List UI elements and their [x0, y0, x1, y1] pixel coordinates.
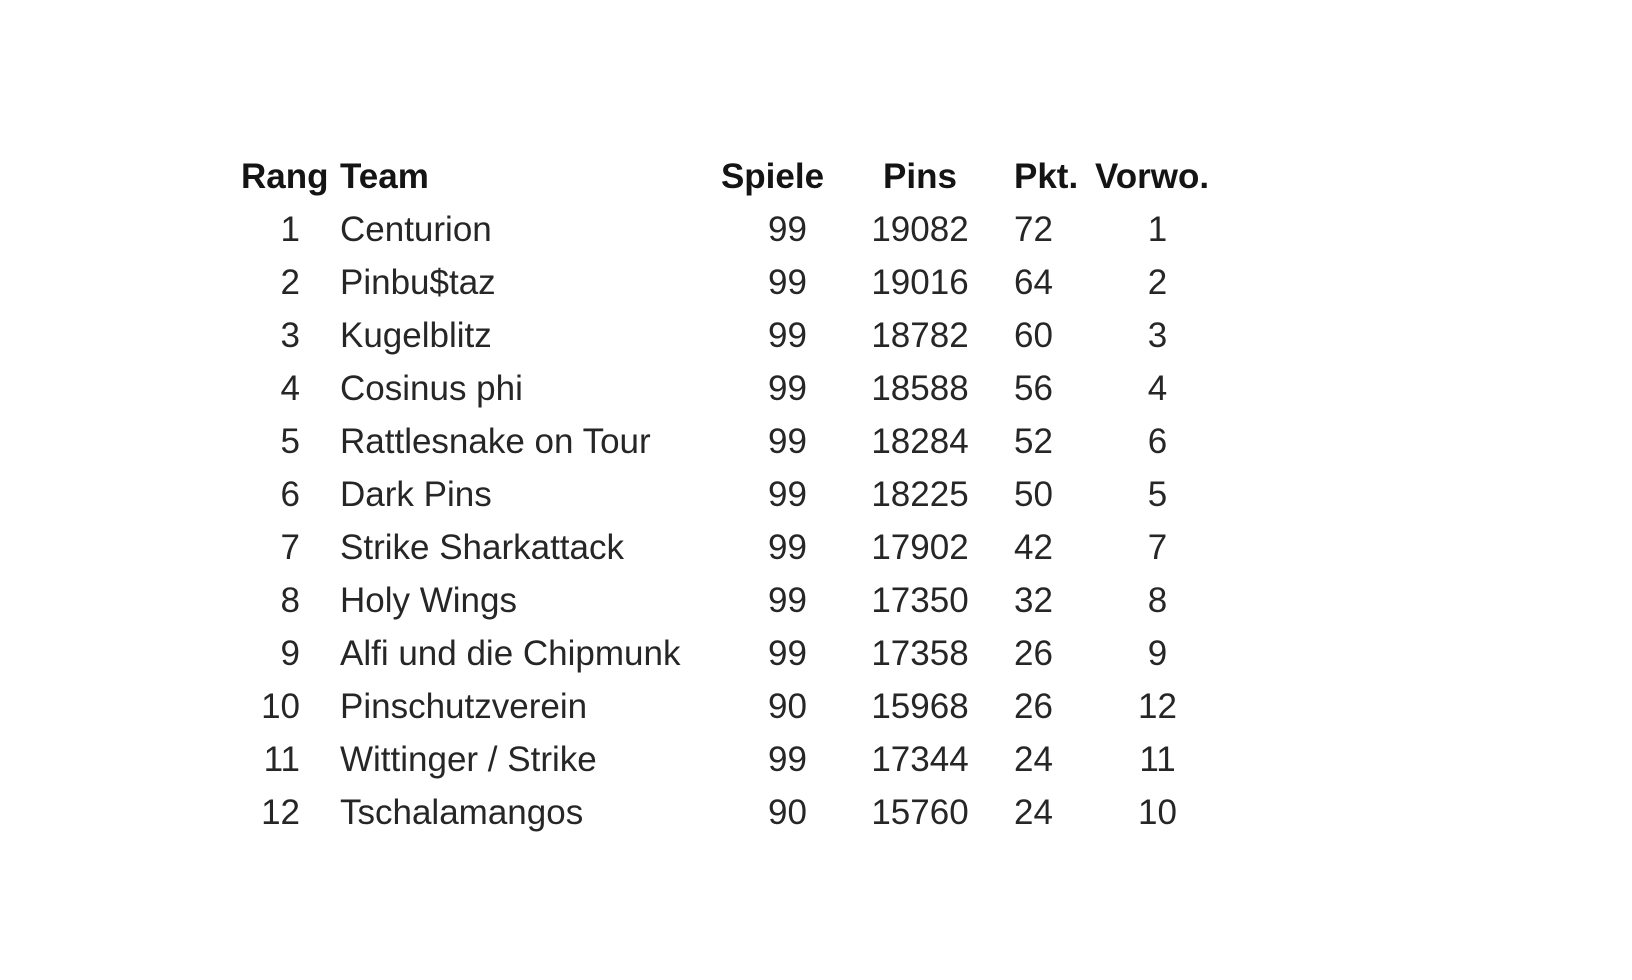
cell-spiele: 99 [768, 475, 807, 514]
cell-pins: 19082 [871, 210, 969, 249]
cell-rang: 6 [280, 475, 300, 514]
cell-team: Alfi und die Chipmunk [340, 634, 681, 673]
cell-team: Tschalamangos [340, 793, 584, 832]
table-row: 3 Kugelblitz 99 18782 60 3 [235, 309, 1245, 362]
cell-rang: 9 [280, 634, 300, 673]
cell-vorwo: 2 [1147, 263, 1168, 302]
cell-spiele: 99 [768, 634, 807, 673]
cell-team: Cosinus phi [340, 369, 523, 408]
cell-vorwo: 7 [1147, 528, 1168, 567]
cell-rang: 2 [280, 263, 300, 302]
cell-team: Centurion [340, 210, 492, 249]
cell-pins: 17344 [871, 740, 969, 779]
cell-pins: 15760 [871, 793, 969, 832]
cell-pkt: 26 [1014, 687, 1053, 726]
cell-spiele: 99 [768, 581, 807, 620]
cell-vorwo: 5 [1147, 475, 1168, 514]
cell-team: Dark Pins [340, 475, 492, 514]
cell-vorwo: 9 [1147, 634, 1168, 673]
cell-pins: 17350 [871, 581, 969, 620]
cell-pins: 18782 [871, 316, 969, 355]
cell-pins: 18225 [871, 475, 969, 514]
cell-spiele: 99 [768, 316, 807, 355]
cell-pkt: 42 [1014, 528, 1053, 567]
table-row: 12 Tschalamangos 90 15760 24 10 [235, 786, 1245, 839]
header-team: Team [340, 157, 429, 196]
cell-spiele: 99 [768, 210, 807, 249]
cell-rang: 7 [280, 528, 300, 567]
standings-table: Rang Team Spiele Pins Pkt. Vorwo. 1 Centu… [235, 150, 1245, 839]
standings-header: Rang Team Spiele Pins Pkt. Vorwo. [235, 150, 1245, 203]
table-row: 9 Alfi und die Chipmunk 99 17358 26 9 [235, 627, 1245, 680]
cell-pkt: 52 [1014, 422, 1053, 461]
cell-rang: 10 [261, 687, 300, 726]
cell-pins: 17902 [871, 528, 969, 567]
cell-vorwo: 8 [1147, 581, 1168, 620]
cell-vorwo: 11 [1139, 740, 1176, 779]
cell-spiele: 99 [768, 528, 807, 567]
header-pins: Pins [883, 157, 957, 196]
table-row: 11 Wittinger / Strike 99 17344 24 11 [235, 733, 1245, 786]
cell-pins: 15968 [871, 687, 969, 726]
cell-team: Pinbu$taz [340, 263, 496, 302]
cell-team: Pinschutzverein [340, 687, 588, 726]
cell-team: Strike Sharkattack [340, 528, 624, 567]
cell-team: Wittinger / Strike [340, 740, 597, 779]
cell-pins: 17358 [871, 634, 969, 673]
header-rang: Rang [241, 157, 329, 196]
cell-spiele: 99 [768, 422, 807, 461]
cell-rang: 12 [261, 793, 300, 832]
cell-rang: 4 [280, 369, 300, 408]
table-row: 8 Holy Wings 99 17350 32 8 [235, 574, 1245, 627]
cell-team: Holy Wings [340, 581, 517, 620]
cell-spiele: 99 [768, 263, 807, 302]
header-pkt: Pkt. [1014, 157, 1079, 196]
table-row: 4 Cosinus phi 99 18588 56 4 [235, 362, 1245, 415]
table-row: 6 Dark Pins 99 18225 50 5 [235, 468, 1245, 521]
cell-rang: 3 [280, 316, 300, 355]
cell-pins: 18588 [871, 369, 969, 408]
cell-spiele: 90 [768, 793, 807, 832]
cell-rang: 8 [280, 581, 300, 620]
cell-vorwo: 3 [1147, 316, 1168, 355]
cell-pkt: 24 [1014, 740, 1053, 779]
cell-team: Kugelblitz [340, 316, 492, 355]
cell-spiele: 99 [768, 369, 807, 408]
cell-pkt: 60 [1014, 316, 1053, 355]
cell-team: Rattlesnake on Tour [340, 422, 651, 461]
cell-pins: 18284 [871, 422, 969, 461]
cell-spiele: 99 [768, 740, 807, 779]
cell-pkt: 24 [1014, 793, 1053, 832]
table-row: 10 Pinschutzverein 90 15968 26 12 [235, 680, 1245, 733]
cell-vorwo: 6 [1147, 422, 1168, 461]
cell-pkt: 50 [1014, 475, 1053, 514]
table-row: 1 Centurion 99 19082 72 1 [235, 203, 1245, 256]
cell-spiele: 90 [768, 687, 807, 726]
table-row: 5 Rattlesnake on Tour 99 18284 52 6 [235, 415, 1245, 468]
header-vorwo: Vorwo. [1095, 157, 1210, 196]
header-spiele: Spiele [720, 157, 825, 196]
cell-pkt: 64 [1014, 263, 1053, 302]
table-row: 2 Pinbu$taz 99 19016 64 2 [235, 256, 1245, 309]
cell-vorwo: 1 [1147, 210, 1168, 249]
header-row: Rang Team Spiele Pins Pkt. Vorwo. [235, 150, 1245, 203]
cell-vorwo: 4 [1147, 369, 1168, 408]
cell-pkt: 72 [1014, 210, 1053, 249]
cell-vorwo: 10 [1138, 793, 1177, 832]
cell-rang: 1 [280, 210, 300, 249]
cell-pkt: 26 [1014, 634, 1053, 673]
cell-pkt: 32 [1014, 581, 1053, 620]
cell-rang: 11 [263, 740, 300, 779]
cell-rang: 5 [280, 422, 300, 461]
table-row: 7 Strike Sharkattack 99 17902 42 7 [235, 521, 1245, 574]
cell-pins: 19016 [871, 263, 969, 302]
cell-pkt: 56 [1014, 369, 1053, 408]
standings-body: 1 Centurion 99 19082 72 1 2 Pinbu$taz 99 19016 64 2… [235, 203, 1245, 839]
cell-vorwo: 12 [1138, 687, 1177, 726]
